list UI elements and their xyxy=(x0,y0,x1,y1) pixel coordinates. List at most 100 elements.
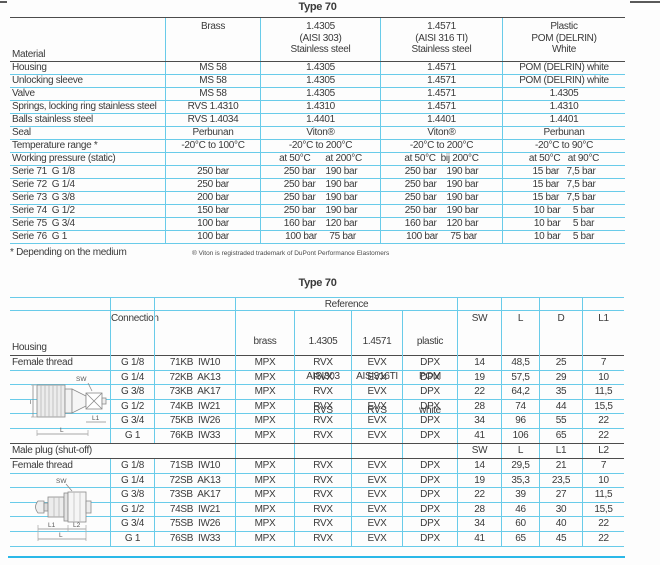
header-line: (AISI 303) xyxy=(299,32,342,44)
male-plug-diagram: SW L1 L2 L xyxy=(35,478,92,541)
material-row-label: Housing xyxy=(12,62,47,73)
dim-l1-cell: 22 xyxy=(582,428,624,443)
crop-mark-left xyxy=(0,1,7,3)
table-row: Seal Perbunan Viton® Viton® Perbunan xyxy=(10,127,625,140)
empty-cell xyxy=(10,298,110,311)
l-dim-header: L xyxy=(501,444,539,458)
crop-mark-right xyxy=(630,1,660,3)
dim-sw-cell: 34 xyxy=(457,517,501,531)
female-section-body: Female thread G 1/8 71KB IW10 MPX RVX EV… xyxy=(10,356,624,443)
dim-l1-cell: 10 xyxy=(582,370,624,385)
connection-cell: G 3/8 xyxy=(110,385,154,399)
aisi303-cell: 1.4305 xyxy=(260,88,380,100)
table-row: Female thread G 1/8 71KB IW10 MPX RVX EV… xyxy=(10,356,624,371)
ref-rvs303-cell: RVX xyxy=(294,428,351,443)
header-line: 1.4571 xyxy=(362,336,392,347)
aisi316-cell: 160 bar 120 bar xyxy=(380,218,502,230)
ref-rvs316-cell: EVX xyxy=(351,399,402,414)
dim-sw-cell: 14 xyxy=(457,459,501,473)
dim-l-cell: 74 xyxy=(501,399,539,414)
reference-span-row: Reference xyxy=(10,297,624,311)
dim-label-d: D xyxy=(30,399,33,404)
reference-table: Reference Housing Connection brass 1.430… xyxy=(10,297,624,547)
ref-brass-cell: MPX xyxy=(235,459,294,473)
material-row-label: Springs, locking ring stainless steel xyxy=(12,101,157,112)
code-cell: 71KB IW10 xyxy=(154,356,235,370)
connection-cell: G 1/2 xyxy=(110,399,154,414)
pom-cell: 10 bar 5 bar xyxy=(502,231,625,243)
aisi303-cell: 1.4305 xyxy=(260,62,380,74)
dim-label-l1: L1 xyxy=(48,522,56,529)
dim-l-cell: 48,5 xyxy=(501,356,539,370)
empty-cell xyxy=(294,444,351,458)
aisi303-cell: at 50°C at 200°C xyxy=(260,153,380,165)
header-line: brass xyxy=(253,336,277,347)
brass-cell: 100 bar xyxy=(165,218,260,230)
l2-dim-header: L2 xyxy=(582,444,624,458)
dim-d-cell: 27 xyxy=(539,488,582,502)
dim-l-cell: 29,5 xyxy=(501,459,539,473)
dim-l-cell: 35,3 xyxy=(501,473,539,488)
dim-d-cell: 21 xyxy=(539,459,582,473)
male-section-body: Female thread G 1/8 71SB IW10 MPX RVX EV… xyxy=(10,459,624,546)
ref-pom-cell: DPX xyxy=(402,531,457,546)
l1-dim-header: L1 xyxy=(539,444,582,458)
header-line: (AISI 316 TI) xyxy=(415,32,468,44)
header-line: Stainless steel xyxy=(290,44,351,55)
header-line: AISI303 xyxy=(306,370,340,382)
dim-d-cell: 55 xyxy=(539,414,582,428)
pom-cell: 15 bar 7,5 bar xyxy=(502,166,625,178)
table-row: G 1/2 74KB IW21 MPX RVX EVX DPX 28 74 44… xyxy=(10,399,624,414)
ref-rvs303-cell: RVX xyxy=(294,385,351,399)
table-row: G 1/4 72SB AK13 MPX RVX EVX DPX 19 35,3 … xyxy=(10,473,624,488)
connection-cell: G 3/8 xyxy=(110,488,154,502)
brass-cell: RVS 1.4034 xyxy=(165,114,260,126)
aisi303-cell: -20°C to 200°C xyxy=(260,140,380,152)
ref-pom-cell: DPX xyxy=(402,399,457,414)
material-row-label: Serie 71 G 1/8 xyxy=(12,166,75,177)
material-corner-label: Material xyxy=(12,48,46,60)
table-row: Working pressure (static) at 50°C at 200… xyxy=(10,153,625,166)
ref-rvs316-cell: EVX xyxy=(351,370,402,385)
empty-cell xyxy=(110,298,154,311)
dim-label-l1: L1 xyxy=(92,415,100,422)
code-cell: 72KB AK13 xyxy=(154,370,235,385)
ref-brass-cell: MPX xyxy=(235,473,294,488)
female-coupling-diagram: SW D L1 L xyxy=(30,376,107,436)
brass-cell: 250 bar xyxy=(165,179,260,191)
dim-sw-cell: 28 xyxy=(457,502,501,517)
ref-brass-cell: MPX xyxy=(235,385,294,399)
aisi316-cell: 1.4571 xyxy=(380,62,502,74)
pom-cell: 15 bar 7,5 bar xyxy=(502,179,625,191)
ref-rvs303-cell: RVX xyxy=(294,502,351,517)
dim-l-cell: 96 xyxy=(501,414,539,428)
ref-pom-cell: DPX xyxy=(402,488,457,502)
ref-rvs303-cell: RVX xyxy=(294,399,351,414)
connection-cell: G 1/2 xyxy=(110,502,154,517)
aisi316-cell: 1.4571 xyxy=(380,75,502,87)
header-line: plastic xyxy=(416,336,444,347)
header-aisi303: 1.4305 (AISI 303) Stainless steel xyxy=(260,18,380,61)
dim-l1-cell: 15,5 xyxy=(582,502,624,517)
housing-label-cell: Housing xyxy=(10,311,110,440)
aisi316-cell: 100 bar 75 bar xyxy=(380,231,502,243)
dim-l1-cell: 7 xyxy=(582,459,624,473)
aisi303-cell: 1.4310 xyxy=(260,101,380,113)
ref-pom-cell: DPX xyxy=(402,385,457,399)
dim-sw-cell: 19 xyxy=(457,473,501,488)
male-plug-label: Male plug (shut-off) xyxy=(12,445,92,456)
header-line: white xyxy=(419,405,441,416)
dim-l1-cell: 22 xyxy=(582,517,624,531)
header-line: 1.4305 xyxy=(306,21,335,32)
ref-brass-cell: MPX xyxy=(235,356,294,370)
aisi303-cell: 160 bar 120 bar xyxy=(260,218,380,230)
header-corner-cell: Material xyxy=(10,18,165,61)
table-row: Valve MS 58 1.4305 1.4571 1.4305 xyxy=(10,88,625,101)
housing-label: Housing xyxy=(12,341,47,353)
brass-cell: Perbunan xyxy=(165,127,260,139)
material-row-label: Valve xyxy=(12,88,35,99)
female-coupling-section: SW D L1 L Female thread G 1/8 71KB IW10 … xyxy=(10,356,624,444)
pom-cell: 1.4401 xyxy=(502,114,625,126)
aisi316-cell: 250 bar 190 bar xyxy=(380,205,502,217)
